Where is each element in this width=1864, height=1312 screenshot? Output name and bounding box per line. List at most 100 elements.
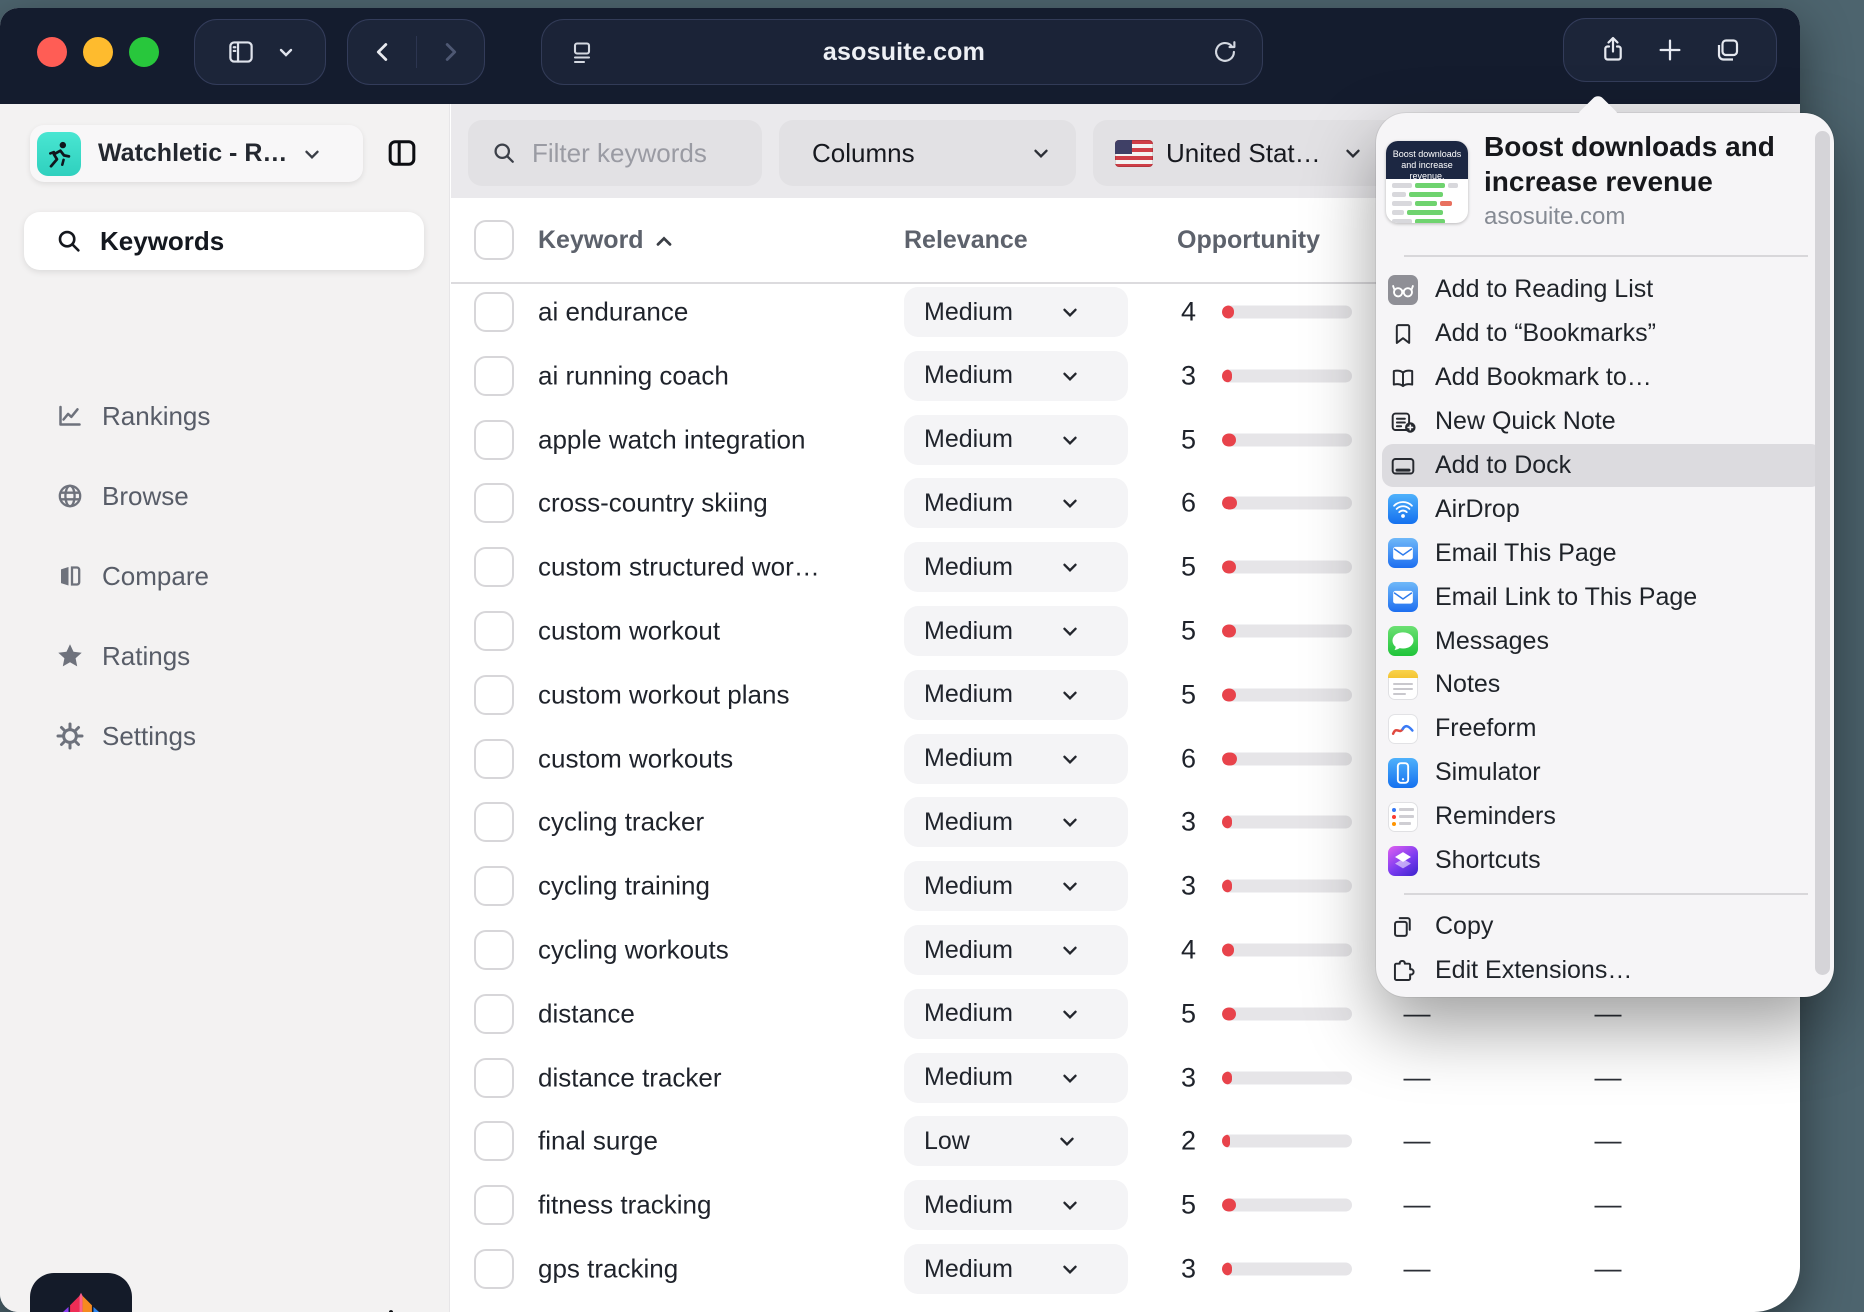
- row-checkbox[interactable]: [474, 1057, 514, 1098]
- zoom-window-button[interactable]: [129, 37, 159, 67]
- share-menu-item-messages[interactable]: Messages: [1376, 619, 1834, 663]
- sidebar-item-keywords[interactable]: Keywords: [24, 212, 424, 270]
- row-checkbox[interactable]: [474, 547, 514, 588]
- close-window-button[interactable]: [37, 37, 67, 67]
- bookmark-icon: [1388, 319, 1418, 349]
- share-menu-item-edit-extensions[interactable]: Edit Extensions…: [1376, 949, 1834, 993]
- chevron-down-icon: [1033, 365, 1108, 387]
- share-menu-item-simulator[interactable]: Simulator: [1376, 751, 1834, 795]
- row-checkbox[interactable]: [474, 1249, 514, 1289]
- row-checkbox[interactable]: [474, 1185, 514, 1226]
- keyword-cell: distance: [538, 998, 635, 1029]
- share-preview-domain: asosuite.com: [1484, 203, 1626, 230]
- page-format-icon[interactable]: [566, 36, 598, 68]
- select-all-checkbox[interactable]: [474, 220, 514, 260]
- share-menu-item-add-to-dock[interactable]: Add to Dock: [1376, 443, 1834, 488]
- empty-cell: —: [1594, 1062, 1622, 1093]
- share-menu-item-reminders[interactable]: Reminders: [1376, 795, 1834, 839]
- relevance-select[interactable]: Medium: [904, 1052, 1128, 1103]
- column-header-relevance[interactable]: Relevance: [904, 226, 1028, 254]
- mail-icon: [1388, 582, 1418, 613]
- address-bar[interactable]: asosuite.com: [541, 19, 1263, 85]
- row-checkbox[interactable]: [474, 483, 514, 524]
- relevance-select[interactable]: Medium: [904, 287, 1128, 337]
- opportunity-bar: [1222, 369, 1352, 383]
- sidebar-item-compare[interactable]: Compare: [24, 547, 424, 605]
- relevance-select[interactable]: Medium: [904, 733, 1128, 784]
- empty-cell: —: [1403, 1062, 1431, 1093]
- relevance-select[interactable]: Medium: [904, 542, 1128, 593]
- relevance-select[interactable]: Medium: [904, 478, 1128, 529]
- chevron-down-icon[interactable]: [276, 42, 296, 62]
- relevance-select[interactable]: Medium: [904, 797, 1128, 848]
- row-checkbox[interactable]: [474, 802, 514, 843]
- chevron-down-icon: [1033, 875, 1108, 897]
- column-header-keyword[interactable]: Keyword: [538, 226, 644, 254]
- row-checkbox[interactable]: [474, 930, 514, 970]
- share-menu-item-add-to-bookmarks[interactable]: Add to “Bookmarks”: [1376, 312, 1834, 356]
- column-header-opportunity[interactable]: Opportunity: [1177, 226, 1321, 254]
- relevance-select[interactable]: Low: [904, 1116, 1128, 1167]
- row-checkbox[interactable]: [474, 611, 514, 651]
- relevance-value: Medium: [924, 488, 1013, 517]
- relevance-select[interactable]: Medium: [904, 606, 1128, 656]
- workspace-switcher[interactable]: Watchletic - R…: [30, 125, 363, 182]
- share-menu-item-copy[interactable]: Copy: [1376, 905, 1834, 949]
- row-checkbox[interactable]: [474, 674, 514, 715]
- sidebar-item-rankings[interactable]: Rankings: [24, 387, 424, 445]
- row-checkbox[interactable]: [474, 292, 514, 332]
- sidebar-collapse-icon[interactable]: [384, 135, 420, 171]
- chevron-down-icon: [1033, 429, 1108, 451]
- share-menu-item-notes[interactable]: Notes: [1376, 663, 1834, 707]
- search-icon: [490, 139, 518, 167]
- share-menu-item-label: Notes: [1435, 670, 1501, 699]
- share-menu-item-email-this-page[interactable]: Email This Page: [1376, 531, 1834, 575]
- share-menu-item-freeform[interactable]: Freeform: [1376, 707, 1834, 751]
- aso-suite-app-icon[interactable]: [30, 1273, 132, 1312]
- row-checkbox[interactable]: [474, 1121, 514, 1162]
- sidebar-item-browse[interactable]: Browse: [24, 467, 424, 525]
- sidebar-toggle-icon[interactable]: [224, 35, 258, 69]
- relevance-select[interactable]: Medium: [904, 1180, 1128, 1231]
- reload-icon[interactable]: [1210, 37, 1240, 67]
- share-menu-item-airdrop[interactable]: AirDrop: [1376, 487, 1834, 531]
- sidebar-item-settings[interactable]: Settings: [24, 707, 424, 765]
- relevance-select[interactable]: Medium: [904, 669, 1128, 720]
- table-row: final surge Low 2 — —: [0, 1112, 1800, 1170]
- popover-scrollbar[interactable]: [1815, 131, 1830, 975]
- keyword-cell: cycling workouts: [538, 934, 729, 965]
- sidebar-item-ratings[interactable]: Ratings: [24, 627, 424, 685]
- row-checkbox[interactable]: [474, 993, 514, 1034]
- tab-overview-icon[interactable]: [1711, 34, 1743, 66]
- filter-keywords-input[interactable]: Filter keywords: [468, 120, 762, 186]
- settings-gear-icon[interactable]: [372, 1308, 410, 1312]
- share-menu-item-label: Add to Reading List: [1435, 275, 1654, 304]
- back-icon[interactable]: [368, 37, 398, 67]
- share-menu-item-shortcuts[interactable]: Shortcuts: [1376, 839, 1834, 883]
- relevance-select[interactable]: Medium: [904, 414, 1128, 465]
- new-tab-icon[interactable]: [1655, 35, 1685, 65]
- share-menu-item-add-bookmark-to[interactable]: Add Bookmark to…: [1376, 356, 1834, 400]
- relevance-select[interactable]: Medium: [904, 861, 1128, 912]
- share-menu-item-add-to-reading-list[interactable]: Add to Reading List: [1376, 268, 1834, 312]
- opportunity-bar: [1222, 305, 1352, 319]
- relevance-select[interactable]: Medium: [904, 925, 1128, 975]
- share-icon[interactable]: [1597, 34, 1629, 66]
- minimize-window-button[interactable]: [83, 37, 113, 67]
- empty-cell: —: [1403, 1125, 1431, 1156]
- row-checkbox[interactable]: [474, 419, 514, 460]
- row-checkbox[interactable]: [474, 866, 514, 907]
- forward-icon[interactable]: [435, 37, 465, 67]
- relevance-select[interactable]: Medium: [904, 988, 1128, 1039]
- row-checkbox[interactable]: [474, 738, 514, 779]
- columns-dropdown[interactable]: Columns: [779, 120, 1076, 186]
- row-checkbox[interactable]: [474, 355, 514, 396]
- relevance-select[interactable]: Medium: [904, 350, 1128, 401]
- opportunity-value: 3: [1180, 870, 1196, 901]
- share-menu-item-email-link-to-this-page[interactable]: Email Link to This Page: [1376, 575, 1834, 619]
- relevance-select[interactable]: Medium: [904, 1244, 1128, 1294]
- nav-buttons-group: [347, 19, 485, 85]
- share-menu-item-new-quick-note[interactable]: New Quick Note: [1376, 400, 1834, 444]
- sort-ascending-icon[interactable]: [652, 230, 676, 254]
